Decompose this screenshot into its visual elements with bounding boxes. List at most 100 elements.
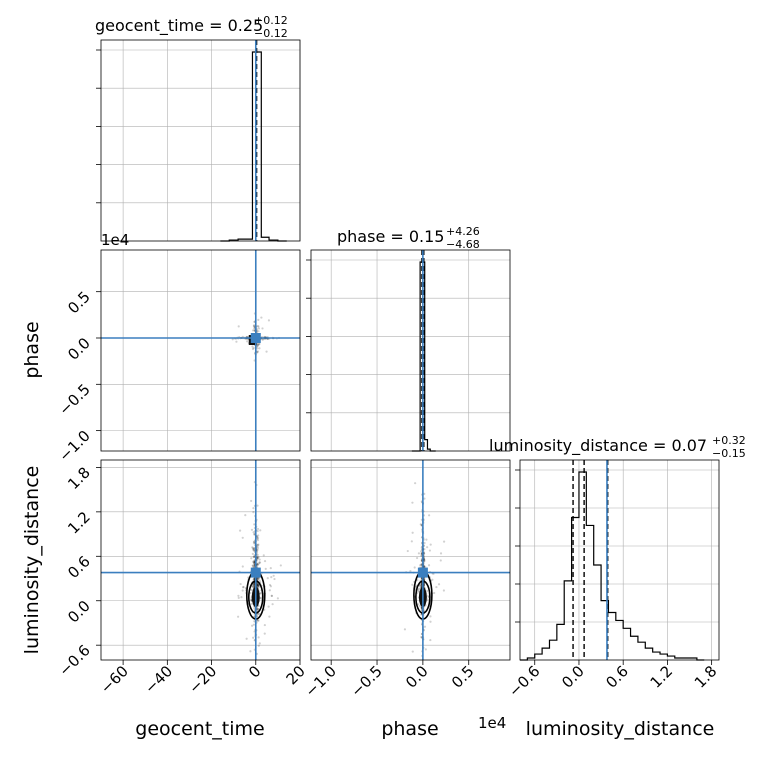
scatter-point-1-0-222 (256, 347, 259, 350)
scatter-point-2-1-540 (423, 492, 426, 495)
scatter-point-2-0-508 (268, 583, 272, 587)
scatter-point-2-0-633 (252, 583, 255, 586)
xlabel-phase: phase (381, 718, 438, 740)
scatter-point-2-0-453 (257, 534, 260, 537)
scatter-point-2-0-106 (257, 584, 260, 587)
scatter-point-2-0-518 (237, 594, 240, 597)
scatter-point-2-1-503 (411, 531, 414, 534)
scatter-point-2-0-89 (252, 561, 255, 564)
scatter-point-1-0-522 (261, 327, 264, 330)
scatter-point-2-0-34 (256, 585, 260, 588)
ylabel-phase: phase (21, 321, 43, 378)
scatter-point-2-1-524 (442, 589, 445, 592)
scatter-point-2-0-127 (252, 541, 256, 544)
ytick-label-luminosity_distance-3: 0.0 (64, 597, 94, 627)
scatter-point-2-1-403 (420, 635, 423, 639)
scatter-point-2-0-51 (253, 578, 256, 581)
title-geocent-time-minus: −0.12 (254, 27, 288, 40)
scatter-point-2-1-526 (431, 578, 434, 581)
scatter-point-2-0-134 (258, 561, 261, 564)
xtick-label-luminosity_distance-2: 0.6 (602, 662, 632, 692)
scatter-point-2-1-115 (417, 552, 421, 555)
scatter-point-1-0-136 (251, 347, 255, 351)
scatter-point-2-0-353 (251, 564, 254, 567)
panel-frame-1-1 (310, 249, 511, 452)
scatter-point-1-0-160 (252, 346, 255, 350)
scatter-point-2-1-262 (423, 548, 426, 551)
scatter-point-2-0-535 (252, 542, 256, 545)
scatter-point-2-0-158 (252, 531, 255, 534)
scatter-point-1-0-389 (257, 318, 260, 321)
scatter-point-1-0-380 (253, 327, 256, 330)
xtick-label-phase-0: −1.0 (302, 662, 340, 700)
scatter-point-2-1-112 (437, 583, 441, 586)
scatter-point-2-0-182 (259, 529, 262, 532)
scatter-group-2-0 (101, 460, 300, 660)
scatter-point-1-0-479 (265, 350, 268, 353)
scatter-point-2-0-44 (257, 644, 260, 647)
scatter-point-2-1-342 (423, 625, 427, 628)
scatter-point-2-1-633 (415, 556, 419, 560)
scatter-point-2-0-386 (253, 560, 256, 563)
ytick-label-luminosity_distance-0: 1.8 (64, 464, 94, 494)
scatter-point-2-1-100 (426, 589, 429, 593)
scatter-point-2-0-201 (239, 582, 242, 586)
scatter-point-2-0-28 (263, 623, 266, 627)
title-luminosity-distance-minus: −0.15 (712, 447, 746, 460)
panel-layer: −60 −40 −20 0 20−1.0 −0.5 0.0 0.5 −0.6 0.0 0.6 1.2 1… (55, 39, 721, 701)
scatter-point-2-0-536 (268, 589, 271, 592)
scatter-point-2-1-601 (442, 540, 446, 543)
scatter-point-2-1-442 (426, 598, 429, 601)
ylabel-luminosity-distance: luminosity_distance (21, 466, 43, 655)
title-luminosity-distance: luminosity_distance = 0.07 (489, 436, 707, 456)
scatter-point-2-0-448 (252, 548, 255, 551)
scatter-point-1-0-362 (256, 343, 259, 346)
scatter-point-2-0-49 (252, 510, 255, 514)
scatter-point-2-0-466 (256, 607, 259, 610)
scatter-point-2-0-231 (258, 642, 261, 645)
scatter-group-1-0 (101, 250, 300, 451)
scatter-point-1-0-614 (257, 330, 260, 333)
xtick-label-geocent_time-1: −40 (141, 662, 176, 697)
scatter-point-2-0-529 (257, 612, 260, 616)
histogram-geocent_time (220, 51, 287, 242)
scatter-point-2-1-625 (439, 559, 442, 562)
scatter-point-1-0-508 (246, 340, 249, 343)
scatter-point-2-0-184 (252, 547, 256, 551)
scatter-point-2-0-328 (256, 527, 260, 531)
scatter-point-2-0-74 (258, 612, 261, 616)
ytick-label-luminosity_distance-1: 1.2 (64, 508, 94, 538)
scatter-point-2-0-435 (252, 562, 256, 565)
scatter-point-2-0-2 (266, 577, 269, 580)
scatter-point-2-0-109 (267, 605, 270, 608)
scatter-point-2-0-612 (253, 533, 256, 536)
scatter-point-1-0-29 (256, 350, 260, 353)
scatter-point-2-0-554 (253, 548, 256, 552)
xtick-label-geocent_time-0: −60 (97, 662, 132, 697)
scatter-point-2-0-595 (241, 589, 244, 592)
scatter-point-1-0-354 (258, 347, 261, 350)
scatter-point-2-0-408 (251, 564, 255, 567)
scatter-point-1-0-621 (260, 316, 263, 319)
truth-marker-2-1 (417, 567, 428, 578)
scatter-point-2-0-189 (250, 598, 253, 601)
scatter-point-2-0-587 (256, 555, 259, 558)
title-phase-minus: −4.68 (446, 238, 480, 251)
scatter-point-1-0-559 (257, 327, 261, 330)
scatter-point-1-0-323 (267, 319, 271, 322)
scatter-point-1-0-506 (257, 343, 261, 346)
scatter-point-2-0-533 (252, 507, 255, 510)
scatter-point-2-1-634 (423, 559, 426, 562)
scatter-point-2-0-113 (241, 536, 244, 539)
scatter-point-2-1-269 (406, 549, 409, 553)
scatter-point-2-1-393 (429, 638, 432, 642)
xtick-label-luminosity_distance-1: 0.0 (558, 662, 588, 692)
xtick-label-luminosity_distance-4: 1.8 (691, 662, 721, 692)
scatter-point-1-0-252 (256, 351, 259, 354)
scatter-point-2-0-513 (279, 564, 282, 567)
scatter-point-2-0-271 (256, 577, 259, 580)
scatter-point-2-0-428 (256, 583, 260, 586)
scatter-point-2-0-345 (253, 559, 256, 562)
scatter-point-2-0-366 (252, 546, 255, 550)
scatter-point-2-0-396 (256, 583, 259, 587)
